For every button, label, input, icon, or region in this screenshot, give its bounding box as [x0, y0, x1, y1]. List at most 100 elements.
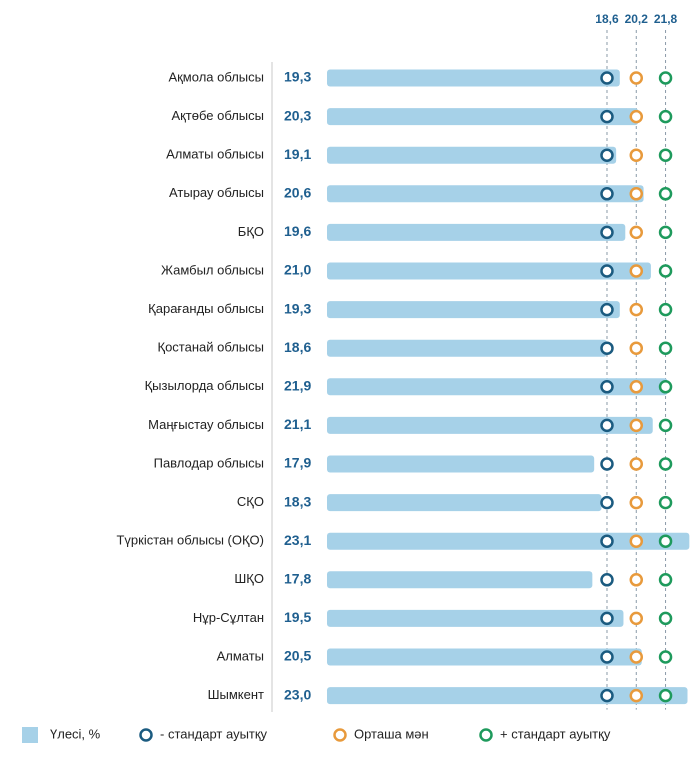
bar — [327, 687, 688, 705]
reference-marker — [658, 341, 673, 355]
reference-marker — [658, 534, 673, 548]
bar — [327, 339, 607, 357]
reference-label: 21,8 — [654, 12, 678, 26]
reference-marker — [658, 457, 673, 471]
reference-marker — [658, 109, 673, 124]
bar — [327, 146, 617, 164]
reference-marker — [658, 495, 673, 510]
reference-marker — [600, 302, 614, 317]
reference-marker — [600, 109, 614, 124]
reference-marker — [600, 688, 614, 703]
value-label: 21,0 — [284, 262, 311, 278]
legend-label: Үлесі, % — [50, 726, 101, 741]
reference-marker — [600, 187, 614, 201]
reference-marker — [658, 380, 673, 394]
value-label: 20,3 — [284, 107, 311, 123]
category-label: ШҚО — [234, 571, 264, 586]
category-label: Ақтөбе облысы — [171, 108, 264, 123]
legend-label: - стандарт ауытқу — [160, 726, 268, 741]
bar — [327, 262, 651, 280]
reference-marker — [658, 264, 673, 278]
reference-marker — [600, 225, 614, 240]
category-label: Маңғыстау облысы — [148, 417, 264, 432]
reference-marker — [629, 573, 644, 587]
reference-marker — [629, 495, 644, 510]
reference-marker — [600, 380, 614, 394]
bar — [327, 532, 690, 550]
category-label: Павлодар облысы — [154, 455, 264, 470]
reference-marker — [629, 650, 644, 664]
reference-marker — [629, 418, 644, 433]
reference-label: 20,2 — [625, 12, 649, 26]
reference-marker — [658, 418, 673, 433]
value-label: 19,3 — [284, 69, 311, 85]
category-label: Жамбыл облысы — [161, 262, 264, 277]
legend-swatch — [22, 727, 38, 743]
bar — [327, 108, 639, 126]
reference-marker — [600, 611, 614, 626]
reference-marker — [658, 688, 673, 703]
value-label: 21,9 — [284, 378, 311, 394]
value-label: 18,3 — [284, 493, 311, 509]
reference-marker — [629, 225, 644, 240]
reference-marker — [600, 650, 614, 664]
reference-label: 18,6 — [595, 12, 619, 26]
category-label: Шымкент — [208, 687, 264, 702]
bar — [327, 416, 653, 434]
value-label: 20,5 — [284, 648, 311, 664]
category-label: Нұр-Сұлтан — [193, 610, 264, 625]
bar — [327, 301, 620, 319]
reference-marker — [600, 573, 614, 587]
category-label: Қарағанды облысы — [148, 301, 264, 316]
reference-marker — [658, 302, 673, 317]
reference-marker — [629, 148, 644, 162]
reference-marker — [629, 109, 644, 124]
bar — [327, 494, 602, 512]
bar — [327, 571, 593, 589]
category-label: БҚО — [238, 224, 264, 239]
value-label: 19,3 — [284, 300, 311, 316]
value-label: 21,1 — [284, 416, 311, 432]
value-label: 23,0 — [284, 686, 311, 702]
category-label: Қостанай облысы — [158, 340, 265, 355]
reference-marker — [658, 573, 673, 587]
bar — [327, 223, 626, 241]
bar — [327, 69, 620, 87]
bar — [327, 609, 624, 627]
reference-marker — [658, 225, 673, 240]
bar — [327, 648, 642, 666]
legend-marker — [333, 728, 347, 742]
reference-marker — [629, 688, 644, 703]
category-label: Алматы облысы — [166, 147, 264, 162]
reference-marker — [600, 495, 614, 510]
reference-marker — [600, 418, 614, 433]
reference-marker — [629, 380, 644, 394]
legend-label: Орташа мән — [354, 726, 429, 741]
value-label: 20,6 — [284, 185, 311, 201]
category-label: СҚО — [237, 494, 264, 509]
value-label: 18,6 — [284, 339, 311, 355]
value-label: 19,6 — [284, 223, 311, 239]
category-label: Түркістан облысы (ОҚО) — [116, 533, 264, 548]
reference-marker — [658, 187, 673, 201]
reference-marker — [658, 148, 673, 162]
legend-label: + стандарт ауытқу — [500, 726, 611, 741]
reference-marker — [600, 148, 614, 162]
reference-marker — [658, 650, 673, 664]
reference-marker — [600, 71, 614, 85]
reference-marker — [629, 611, 644, 626]
reference-marker — [600, 534, 614, 548]
reference-marker — [658, 611, 673, 626]
legend-marker — [479, 728, 493, 742]
bar — [327, 378, 668, 396]
reference-marker — [629, 187, 644, 201]
reference-marker — [629, 534, 644, 548]
reference-marker — [600, 341, 614, 355]
value-label: 19,1 — [284, 146, 311, 162]
reference-marker — [629, 457, 644, 471]
bar — [327, 185, 644, 203]
category-label: Қызылорда облысы — [145, 378, 264, 393]
reference-marker — [629, 71, 644, 85]
reference-marker — [629, 302, 644, 317]
